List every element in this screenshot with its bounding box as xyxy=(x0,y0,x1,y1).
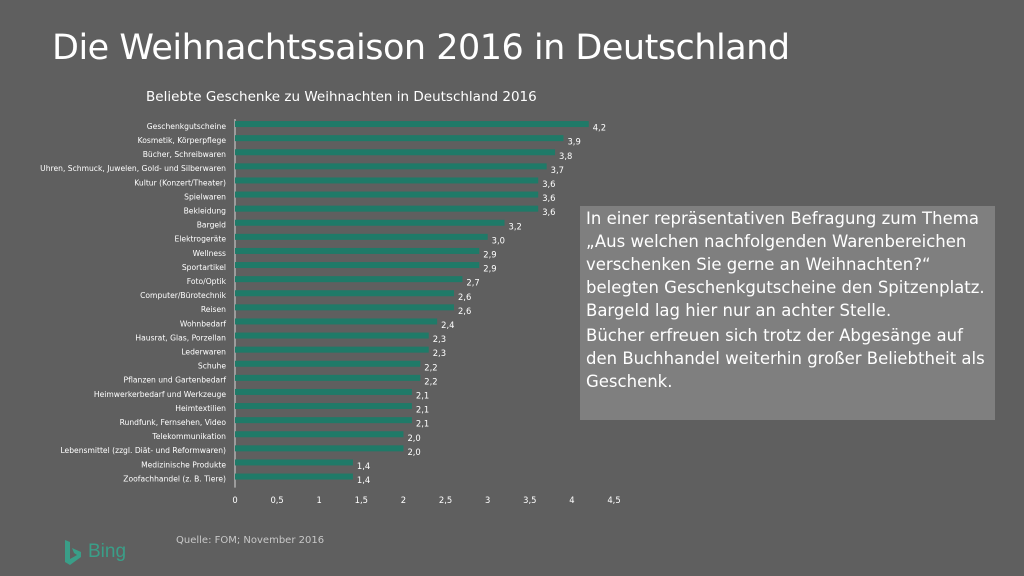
x-tick-label: 3 xyxy=(485,495,490,505)
x-tick-label: 2 xyxy=(401,495,406,505)
bar xyxy=(235,233,488,240)
x-tick-label: 0 xyxy=(232,495,237,505)
x-tick-label: 1 xyxy=(317,495,322,505)
data-label: 2,2 xyxy=(424,376,437,386)
bar xyxy=(235,247,480,254)
bar xyxy=(235,121,589,128)
x-tick-label: 3,5 xyxy=(523,495,536,505)
bar xyxy=(235,417,412,424)
data-label: 2,6 xyxy=(458,292,471,302)
category-label: Foto/Optik xyxy=(187,277,227,286)
category-label: Schuhe xyxy=(198,362,226,371)
bar xyxy=(235,262,480,269)
bar xyxy=(235,360,421,367)
category-label: Heimwerkerbedarf und Werkzeuge xyxy=(94,390,226,399)
bar xyxy=(235,431,404,438)
bar xyxy=(235,205,539,212)
data-label: 2,9 xyxy=(483,264,496,274)
x-tick-label: 2,5 xyxy=(439,495,452,505)
bar xyxy=(235,290,454,297)
bar xyxy=(235,473,353,480)
data-label: 2,9 xyxy=(483,249,496,259)
category-label: Wellness xyxy=(193,249,226,258)
category-label: Spielwaren xyxy=(184,192,226,201)
data-label: 2,3 xyxy=(433,334,446,344)
data-label: 3,2 xyxy=(509,221,522,231)
data-label: 2,0 xyxy=(407,433,420,443)
category-label: Wohnbedarf xyxy=(180,319,226,328)
data-label: 1,4 xyxy=(357,461,370,471)
bar xyxy=(235,374,421,381)
category-label: Bargeld xyxy=(197,221,226,230)
data-label: 3,8 xyxy=(559,151,572,161)
data-label: 2,6 xyxy=(458,306,471,316)
data-label: 2,3 xyxy=(433,348,446,358)
bing-logo-icon xyxy=(65,540,81,565)
data-label: 3,6 xyxy=(542,193,555,203)
bar xyxy=(235,163,547,170)
category-label: Computer/Bürotechnik xyxy=(140,291,226,300)
data-label: 2,0 xyxy=(407,447,420,457)
bar xyxy=(235,276,463,283)
category-label: Uhren, Schmuck, Juwelen, Gold- und Silbe… xyxy=(40,164,226,173)
data-label: 2,1 xyxy=(416,390,429,400)
bar xyxy=(235,177,539,184)
category-label: Elektrogeräte xyxy=(175,235,227,244)
info-textbox: In einer repräsentativen Befragung zum T… xyxy=(580,206,995,420)
bar xyxy=(235,191,539,198)
bar xyxy=(235,332,429,339)
bing-logo: Bing xyxy=(62,538,142,568)
source-note: Quelle: FOM; November 2016 xyxy=(176,535,325,546)
x-tick-label: 1,5 xyxy=(355,495,368,505)
data-label: 3,0 xyxy=(492,235,505,245)
info-paragraph-1: In einer repräsentativen Befragung zum T… xyxy=(586,209,985,320)
bar xyxy=(235,445,404,452)
category-label: Rundfunk, Fernsehen, Video xyxy=(120,418,227,427)
category-label: Telekommunikation xyxy=(151,432,226,441)
data-label: 3,9 xyxy=(567,137,580,147)
info-paragraph-2: Bücher erfreuen sich trotz der Abgesänge… xyxy=(586,326,985,391)
category-label: Lederwaren xyxy=(181,347,226,356)
category-label: Reisen xyxy=(201,305,226,314)
category-label: Sportartikel xyxy=(182,263,226,272)
x-tick-label: 4,5 xyxy=(607,495,620,505)
bar xyxy=(235,304,454,311)
x-tick-label: 0,5 xyxy=(270,495,283,505)
bar xyxy=(235,388,412,395)
data-label: 2,1 xyxy=(416,405,429,415)
category-label: Heimtextilien xyxy=(175,404,226,413)
category-label: Kosmetik, Körperpflege xyxy=(138,136,227,145)
bar xyxy=(235,135,564,142)
bar xyxy=(235,346,429,353)
data-label: 3,6 xyxy=(542,179,555,189)
data-label: 4,2 xyxy=(593,123,606,133)
category-label: Bücher, Schreibwaren xyxy=(143,150,226,159)
data-label: 2,4 xyxy=(441,320,454,330)
data-label: 2,2 xyxy=(424,362,437,372)
category-label: Zoofachhandel (z. B. Tiere) xyxy=(123,474,226,483)
slide-title: Die Weihnachtssaison 2016 in Deutschland xyxy=(52,28,790,68)
data-label: 3,7 xyxy=(551,165,564,175)
data-label: 3,6 xyxy=(542,207,555,217)
data-label: 2,7 xyxy=(466,278,479,288)
category-label: Geschenkgutscheine xyxy=(147,122,227,131)
category-label: Medizinische Produkte xyxy=(141,460,226,469)
bar xyxy=(235,149,556,156)
x-tick-label: 4 xyxy=(569,495,574,505)
category-label: Pflanzen und Gartenbedarf xyxy=(124,376,227,385)
chart-title: Beliebte Geschenke zu Weihnachten in Deu… xyxy=(146,89,537,105)
category-label: Lebensmittel (zzgl. Diät- und Reformware… xyxy=(60,446,226,455)
bar xyxy=(235,403,412,410)
bing-logo-text: Bing xyxy=(88,541,127,562)
category-label: Hausrat, Glas, Porzellan xyxy=(135,333,226,342)
data-label: 1,4 xyxy=(357,475,370,485)
category-label: Kultur (Konzert/Theater) xyxy=(134,178,226,187)
bar xyxy=(235,219,505,226)
bar xyxy=(235,459,353,466)
data-label: 2,1 xyxy=(416,419,429,429)
category-label: Bekleidung xyxy=(184,206,227,215)
bar xyxy=(235,318,438,325)
